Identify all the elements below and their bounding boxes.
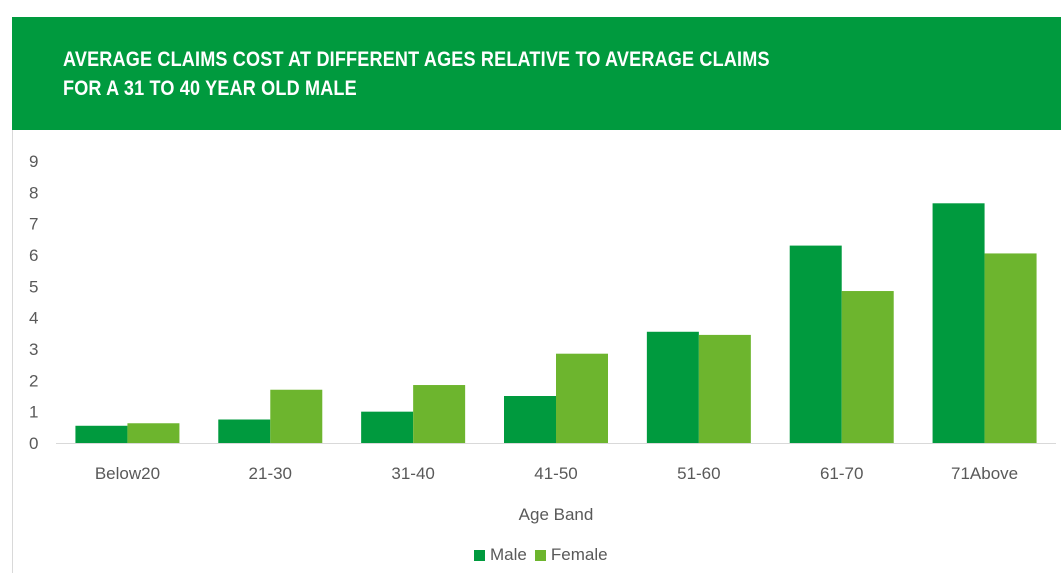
legend-swatch-male [474, 549, 485, 561]
bar-male-71above [932, 203, 985, 443]
chart-title-line-1: AVERAGE CLAIMS COST AT DIFFERENT AGES RE… [63, 48, 770, 71]
bar-male-41-50 [504, 396, 556, 443]
bar-male-31-40 [361, 411, 414, 443]
x-tick-label: 31-40 [391, 464, 434, 483]
x-tick-label: 71Above [951, 464, 1018, 483]
x-axis-title: Age Band [519, 505, 594, 524]
bar-female-71above [984, 253, 1037, 443]
y-tick-label: 2 [29, 371, 38, 390]
y-tick-label: 8 [29, 183, 38, 202]
bar-female-below20 [127, 423, 180, 443]
bar-male-61-70 [789, 245, 842, 443]
x-tick-label: 51-60 [677, 464, 720, 483]
y-tick-label: 4 [29, 309, 38, 328]
bar-female-31-40 [413, 385, 466, 443]
x-tick-label: 21-30 [249, 464, 292, 483]
x-tick-label: 41-50 [534, 464, 577, 483]
bar-female-41-50 [556, 353, 608, 443]
y-tick-label: 5 [29, 277, 38, 296]
title-banner: AVERAGE CLAIMS COST AT DIFFERENT AGES RE… [12, 17, 1061, 130]
legend-swatch-female [534, 549, 546, 561]
y-tick-label: 3 [29, 340, 38, 359]
chart-title-line-2: FOR A 31 TO 40 YEAR OLD MALE [63, 77, 357, 100]
legend-item-female: Female [534, 545, 608, 565]
bar-male-51-60 [646, 331, 699, 443]
y-tick-label: 7 [29, 215, 38, 234]
y-tick-label: 9 [29, 152, 38, 171]
x-tick-label: Below20 [95, 464, 160, 483]
y-tick-label: 1 [29, 403, 38, 422]
bar-male-21-30 [218, 419, 271, 443]
legend-label-female: Female [550, 545, 608, 564]
legend-item-male: Male [474, 545, 527, 565]
chart-legend: Male Female [474, 545, 616, 565]
y-tick-label: 6 [29, 246, 38, 265]
y-tick-label: 0 [29, 434, 38, 453]
chart-frame [12, 17, 1061, 573]
x-tick-label: 61-70 [820, 464, 863, 483]
legend-label-male: Male [490, 545, 527, 564]
bar-female-21-30 [270, 389, 323, 443]
bar-male-below20 [75, 425, 128, 443]
bar-female-51-60 [698, 334, 751, 443]
bar-female-61-70 [841, 291, 894, 443]
